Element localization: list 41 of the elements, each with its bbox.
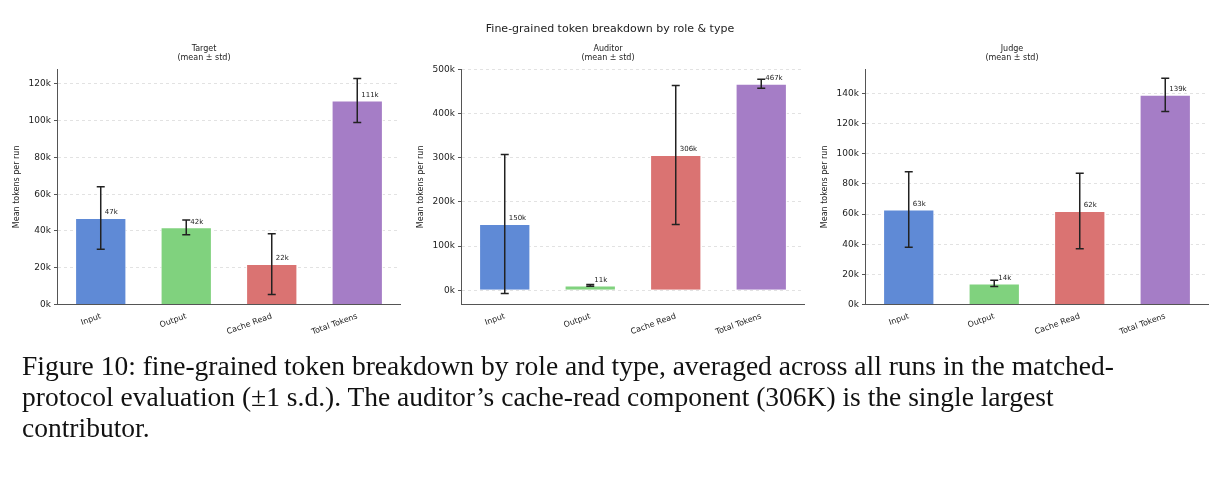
- y-tick-label: 100k: [432, 240, 456, 251]
- x-tick-label: Cache Read: [225, 311, 274, 337]
- y-tick-label: 200k: [432, 196, 456, 207]
- y-tick-label: 20k: [842, 268, 860, 279]
- chart-subtitle: (mean ± std): [985, 53, 1039, 63]
- y-tick-label: 100k: [836, 148, 860, 159]
- y-tick-label: 300k: [432, 152, 456, 163]
- y-axis-title: Mean tokens per run: [11, 145, 21, 229]
- y-tick-label: 400k: [432, 107, 456, 118]
- y-axis-title: Mean tokens per run: [415, 145, 425, 229]
- chart-title: Target: [190, 43, 217, 53]
- x-tick-label: Total Tokens: [713, 311, 763, 337]
- chart-subtitle: (mean ± std): [581, 53, 635, 63]
- y-tick-label: 40k: [842, 238, 860, 249]
- chart-title: Judge: [999, 43, 1024, 53]
- y-tick-label: 80k: [34, 151, 52, 162]
- y-axis-title: Mean tokens per run: [819, 145, 829, 229]
- y-tick-label: 140k: [836, 87, 860, 98]
- y-tick-label: 40k: [34, 225, 52, 236]
- y-tick-label: 0k: [444, 284, 456, 295]
- y-tick-label: 120k: [28, 78, 52, 89]
- y-tick-label: 0k: [40, 298, 52, 309]
- y-tick-label: 20k: [34, 262, 52, 273]
- y-tick-label: 500k: [432, 63, 456, 74]
- x-tick-label: Cache Read: [629, 311, 678, 337]
- chart-title: Auditor: [593, 43, 624, 53]
- y-tick-label: 60k: [34, 188, 52, 199]
- text: Fine-grained token breakdown by role & type: [484, 21, 736, 37]
- x-tick-label: Input: [483, 311, 507, 327]
- y-tick-label: 120k: [836, 117, 860, 128]
- chart-subtitle: (mean ± std): [177, 53, 231, 63]
- x-tick-label: Cache Read: [1033, 311, 1082, 337]
- y-tick-label: 80k: [842, 178, 860, 189]
- y-tick-label: 100k: [28, 115, 52, 126]
- y-tick-label: 0k: [848, 298, 860, 309]
- caption: Figure 10: fine-grained token breakdown by role and type, averaged across all runs in the matched-protocol evaluation (±1 s.d.). The auditor’s cache-read component (306K) is the single largest contributor.: [21, 349, 1115, 443]
- y-tick-label: 60k: [842, 208, 860, 219]
- x-tick-label: Total Tokens: [1117, 311, 1167, 337]
- x-tick-label: Input: [887, 311, 911, 327]
- x-tick-label: Total Tokens: [309, 311, 359, 337]
- x-tick-label: Input: [79, 311, 103, 327]
